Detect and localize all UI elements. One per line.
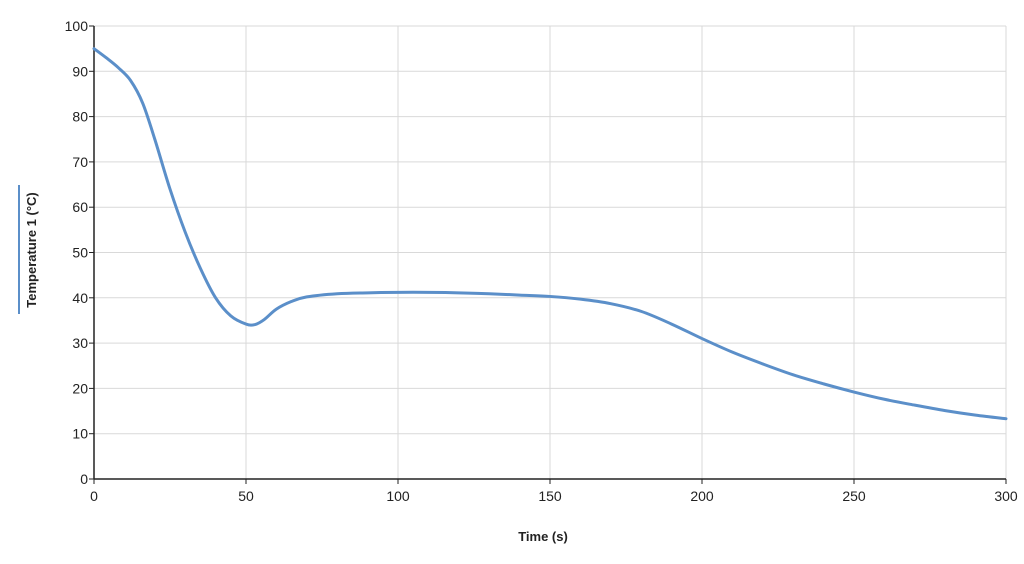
y-tick-label: 100 [65, 18, 89, 34]
x-tick-label: 0 [90, 488, 98, 504]
axes: 0 50 100 150 200 250 300 0 10 20 30 40 50 60 70 80 90 100 [65, 18, 1018, 504]
y-tick-label: 60 [72, 199, 88, 215]
y-tick-label: 90 [72, 63, 88, 79]
x-tick-label: 200 [690, 488, 714, 504]
y-tick-label: 30 [72, 335, 88, 351]
y-tick-label: 10 [72, 426, 88, 442]
series-line [92, 47, 1008, 421]
x-tick-label: 250 [842, 488, 866, 504]
y-tick-label: 40 [72, 290, 88, 306]
y-tick-label: 70 [72, 154, 88, 170]
series-layer [92, 47, 1008, 421]
x-tick-label: 300 [994, 488, 1018, 504]
y-tick-label: 50 [72, 245, 88, 261]
y-tick-label: 80 [72, 109, 88, 125]
x-tick-label: 150 [538, 488, 562, 504]
x-tick-label: 100 [386, 488, 410, 504]
labels: Time (s) Temperature 1 (°C) [18, 185, 568, 544]
y-axis-title: Temperature 1 (°C) [24, 192, 39, 307]
grid [94, 25, 1007, 479]
y-tick-label: 20 [72, 380, 88, 396]
x-tick-label: 50 [238, 488, 254, 504]
y-tick-label: 0 [80, 471, 88, 487]
x-axis-title: Time (s) [518, 529, 568, 544]
